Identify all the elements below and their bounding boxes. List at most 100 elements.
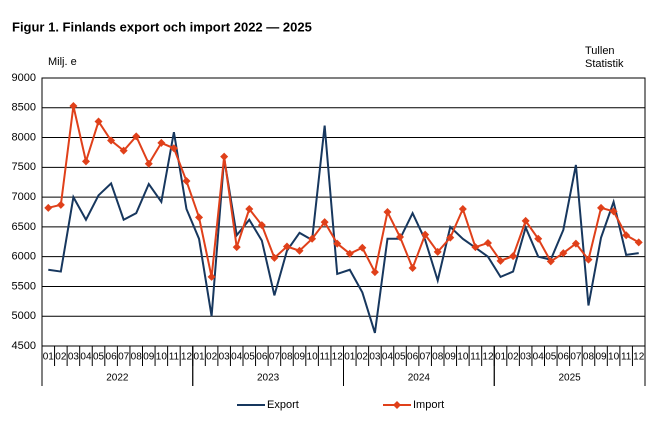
- data-point: [446, 233, 455, 242]
- x-tick-label: 04: [231, 352, 243, 363]
- legend-marker: [393, 401, 401, 409]
- x-tick-label: 04: [80, 352, 92, 363]
- y-tick-label: 8000: [12, 131, 36, 143]
- y-tick-label: 6000: [12, 251, 36, 263]
- x-tick-label: 10: [608, 352, 620, 363]
- data-point: [634, 238, 643, 247]
- year-label: 2022: [106, 373, 129, 384]
- x-tick-label: 02: [55, 352, 67, 363]
- x-tick-label: 03: [520, 352, 532, 363]
- data-point: [534, 234, 543, 243]
- data-point: [195, 213, 204, 222]
- data-point: [408, 263, 417, 272]
- x-tick-label: 07: [420, 352, 432, 363]
- x-tick-label: 02: [206, 352, 218, 363]
- y-tick-label: 8500: [12, 102, 36, 114]
- data-point: [119, 146, 128, 155]
- data-point: [270, 253, 279, 262]
- x-tick-label: 08: [131, 352, 143, 363]
- data-point: [483, 238, 492, 247]
- x-tick-label: 02: [357, 352, 369, 363]
- x-tick-label: 11: [621, 352, 632, 363]
- x-tick-label: 05: [394, 352, 406, 363]
- x-tick-label: 12: [633, 352, 645, 363]
- x-tick-label: 04: [533, 352, 545, 363]
- y-tick-label: 4500: [12, 340, 36, 352]
- data-point: [509, 252, 518, 261]
- x-tick-label: 09: [445, 352, 457, 363]
- data-point: [207, 272, 216, 281]
- x-tick-label: 08: [583, 352, 595, 363]
- data-point: [245, 205, 254, 214]
- year-label: 2024: [408, 373, 431, 384]
- x-tick-label: 03: [68, 352, 80, 363]
- x-tick-label: 06: [106, 352, 118, 363]
- y-tick-label: 6500: [12, 221, 36, 233]
- data-point: [421, 230, 430, 239]
- data-point: [471, 243, 480, 252]
- x-tick-label: 01: [495, 352, 507, 363]
- data-point: [182, 177, 191, 186]
- data-point: [308, 234, 317, 243]
- x-tick-label: 03: [369, 352, 381, 363]
- x-tick-label: 04: [382, 352, 394, 363]
- legend-label: Import: [413, 399, 444, 411]
- y-tick-label: 7000: [12, 191, 36, 203]
- data-point: [559, 249, 568, 258]
- data-point: [107, 136, 116, 145]
- data-point: [546, 257, 555, 266]
- data-point: [282, 242, 291, 251]
- data-point: [396, 233, 405, 242]
- data-point: [496, 256, 505, 265]
- year-label: 2025: [559, 373, 582, 384]
- data-point: [56, 200, 65, 209]
- data-point: [320, 218, 329, 227]
- x-tick-label: 01: [193, 352, 205, 363]
- y-tick-label: 9000: [12, 72, 36, 84]
- x-tick-label: 08: [281, 352, 293, 363]
- x-tick-label: 07: [570, 352, 582, 363]
- x-tick-label: 05: [545, 352, 557, 363]
- data-point: [157, 138, 166, 147]
- data-point: [295, 246, 304, 255]
- data-point: [584, 255, 593, 264]
- x-tick-label: 12: [482, 352, 494, 363]
- x-tick-label: 12: [332, 352, 344, 363]
- x-tick-label: 09: [595, 352, 607, 363]
- data-point: [521, 216, 530, 225]
- data-point: [169, 144, 178, 153]
- x-tick-label: 11: [169, 352, 180, 363]
- data-point: [358, 243, 367, 252]
- data-point: [597, 203, 606, 212]
- chart-title: Figur 1. Finlands export och import 2022…: [12, 19, 312, 34]
- data-point: [571, 239, 580, 248]
- data-point: [333, 239, 342, 248]
- x-tick-label: 07: [118, 352, 130, 363]
- x-tick-label: 06: [407, 352, 419, 363]
- data-point: [132, 132, 141, 141]
- data-point: [44, 203, 53, 212]
- plot-frame: [41, 77, 646, 347]
- x-tick-label: 10: [307, 352, 319, 363]
- year-label: 2023: [257, 373, 280, 384]
- x-tick-label: 05: [93, 352, 105, 363]
- x-tick-label: 09: [294, 352, 306, 363]
- x-tick-label: 06: [256, 352, 268, 363]
- data-point: [257, 221, 266, 230]
- x-tick-label: 05: [244, 352, 256, 363]
- data-point: [345, 249, 354, 258]
- x-tick-label: 10: [457, 352, 469, 363]
- y-tick-label: 5500: [12, 280, 36, 292]
- y-tick-label: 7500: [12, 161, 36, 173]
- source: Tullen: [585, 45, 615, 57]
- series-line: [48, 125, 639, 334]
- legend-label: Export: [267, 399, 299, 411]
- data-point: [232, 243, 241, 252]
- series-line: [48, 105, 640, 278]
- source: Statistik: [585, 58, 624, 70]
- y-axis-label: Milj. e: [48, 56, 77, 68]
- data-point: [433, 247, 442, 256]
- x-tick-label: 08: [432, 352, 444, 363]
- x-tick-label: 06: [558, 352, 570, 363]
- x-tick-label: 11: [319, 352, 330, 363]
